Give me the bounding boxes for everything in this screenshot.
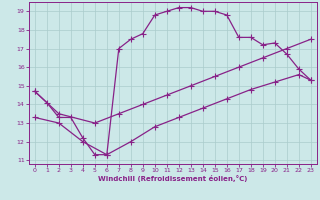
X-axis label: Windchill (Refroidissement éolien,°C): Windchill (Refroidissement éolien,°C) — [98, 175, 247, 182]
